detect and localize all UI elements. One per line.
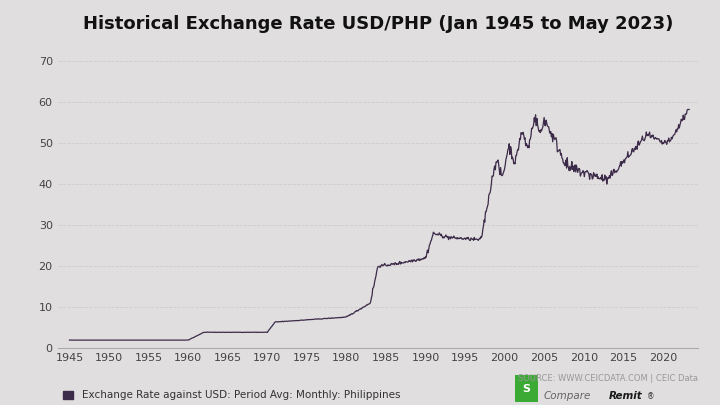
Text: SOURCE: WWW.CEICDATA.COM | CEIC Data: SOURCE: WWW.CEICDATA.COM | CEIC Data (518, 374, 698, 383)
Text: Remit: Remit (608, 391, 642, 401)
Text: Compare: Compare (544, 391, 591, 401)
Text: S: S (522, 384, 531, 394)
Text: ®: ® (647, 392, 654, 401)
Title: Historical Exchange Rate USD/PHP (Jan 1945 to May 2023): Historical Exchange Rate USD/PHP (Jan 19… (83, 15, 673, 33)
Legend: Exchange Rate against USD: Period Avg: Monthly: Philippines: Exchange Rate against USD: Period Avg: M… (63, 390, 400, 401)
